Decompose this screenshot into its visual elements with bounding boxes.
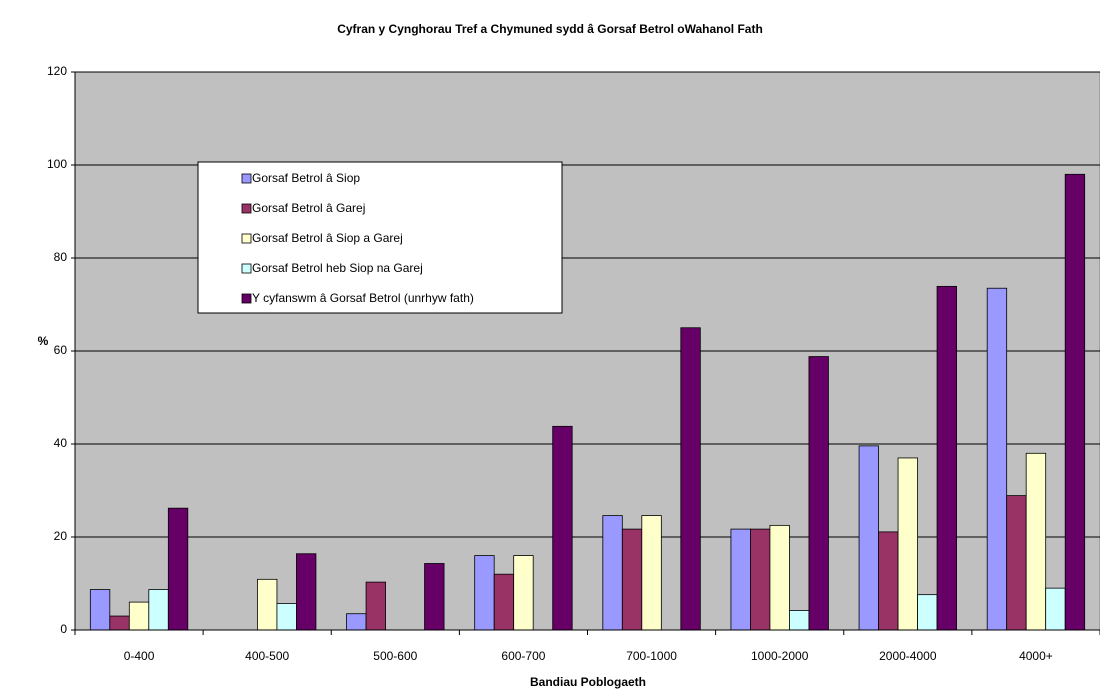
bar bbox=[936, 285, 957, 631]
y-axis-title: % bbox=[38, 334, 49, 348]
legend-swatch bbox=[241, 233, 252, 244]
y-tick-label: 20 bbox=[54, 529, 68, 543]
legend-swatch bbox=[241, 173, 252, 184]
bar bbox=[167, 507, 189, 631]
x-axis-title: Bandiau Poblogaeth bbox=[530, 675, 646, 689]
x-tick-label: 1000-2000 bbox=[751, 649, 809, 663]
legend-swatch bbox=[241, 203, 252, 214]
bar bbox=[1064, 173, 1086, 631]
bar bbox=[680, 327, 701, 631]
x-tick-label: 0-400 bbox=[124, 649, 155, 663]
legend-swatch bbox=[241, 293, 252, 304]
legend-label: Gorsaf Betrol â Garej bbox=[252, 201, 365, 215]
bar bbox=[808, 356, 829, 631]
bar bbox=[897, 457, 918, 631]
y-tick-label: 120 bbox=[47, 64, 67, 78]
legend-label: Gorsaf Betrol â Siop a Garej bbox=[252, 231, 403, 245]
y-tick-label: 0 bbox=[60, 622, 67, 636]
legend bbox=[197, 161, 563, 314]
bar bbox=[986, 287, 1008, 631]
x-tick-label: 2000-4000 bbox=[879, 649, 937, 663]
x-tick-label: 500-600 bbox=[373, 649, 417, 663]
y-tick-label: 100 bbox=[47, 157, 67, 171]
bar bbox=[296, 553, 317, 631]
bar bbox=[109, 615, 130, 631]
bar bbox=[148, 589, 169, 631]
bar bbox=[641, 515, 662, 631]
bar bbox=[769, 524, 790, 631]
bar bbox=[276, 603, 297, 631]
bar bbox=[858, 445, 879, 631]
bar bbox=[424, 563, 445, 631]
bar bbox=[1006, 495, 1027, 631]
bar bbox=[1045, 587, 1066, 631]
bar bbox=[878, 531, 899, 631]
y-tick-label: 60 bbox=[54, 343, 68, 357]
bar bbox=[346, 613, 367, 631]
bar bbox=[621, 528, 643, 631]
bar bbox=[493, 573, 515, 631]
legend-swatch bbox=[241, 263, 252, 274]
y-tick-label: 80 bbox=[54, 250, 68, 264]
bar bbox=[730, 528, 751, 631]
bar bbox=[365, 581, 386, 631]
x-tick-label: 600-700 bbox=[501, 649, 545, 663]
legend-label: Gorsaf Betrol â Siop bbox=[252, 171, 360, 185]
bar bbox=[602, 515, 623, 631]
bar bbox=[257, 578, 278, 631]
y-tick-label: 40 bbox=[54, 436, 68, 450]
x-tick-label: 400-500 bbox=[245, 649, 289, 663]
bar bbox=[474, 555, 495, 631]
bar bbox=[789, 610, 810, 631]
bar bbox=[1025, 452, 1047, 631]
bar bbox=[89, 589, 111, 631]
legend-label: Y cyfanswm â Gorsaf Betrol (unrhyw fath) bbox=[252, 291, 474, 305]
bar bbox=[750, 528, 771, 631]
bar bbox=[917, 594, 938, 631]
bar bbox=[552, 425, 573, 631]
x-tick-label: 700-1000 bbox=[626, 649, 677, 663]
bar bbox=[128, 601, 150, 631]
bar bbox=[513, 555, 534, 631]
legend-label: Gorsaf Betrol heb Siop na Garej bbox=[252, 261, 423, 275]
chart-title: Cyfran y Cynghorau Tref a Chymuned sydd … bbox=[337, 22, 763, 36]
x-tick-label: 4000+ bbox=[1019, 649, 1053, 663]
